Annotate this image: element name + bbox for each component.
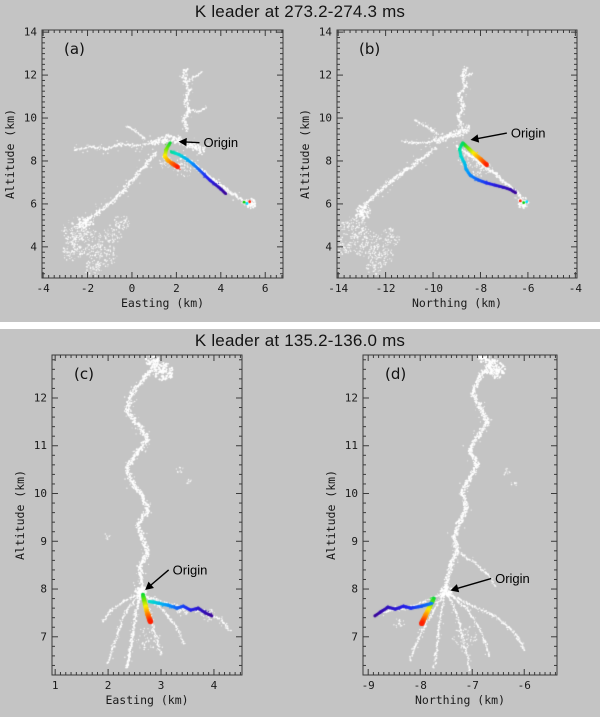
y-tick-label: 12 [319, 69, 332, 82]
x-tick-label: 2 [105, 679, 112, 692]
y-tick-label: 14 [319, 26, 333, 39]
y-tick-label: 12 [345, 391, 358, 404]
y-tick-label: 6 [325, 197, 332, 210]
x-tick-label: -9 [362, 679, 375, 692]
x-tick-label: 4 [211, 679, 218, 692]
origin-arrow [474, 132, 507, 140]
origin-label: Origin [203, 135, 238, 150]
y-axis-label: Altitude (km) [13, 470, 27, 560]
panel-tag: (a) [64, 40, 85, 58]
plot-frame [51, 354, 243, 676]
origin-arrowhead [470, 134, 480, 143]
plot-frame [336, 29, 578, 279]
section-top-title: K leader at 273.2-274.3 ms [194, 2, 406, 21]
x-tick-label: -8 [474, 282, 487, 295]
section-top: -4 -2 0 2 4 6 4 6 8 10 12 14 Easting (km) Altitude (k… [0, 0, 600, 322]
y-tick-label: 4 [30, 240, 37, 253]
panel-b: -14 -12 -10 -8 -6 -4 4 6 8 10 12 14 Northing (km) Alt… [298, 26, 582, 310]
y-tick-label: 14 [24, 26, 38, 39]
axes-svg-top: -4 -2 0 2 4 6 4 6 8 10 12 14 Easting (km) Altitude (k… [3, 26, 582, 310]
origin-label: Origin [495, 571, 530, 586]
panel-d: -9 -8 -7 -6 7 8 9 10 11 12 Northing (km) Altitude (… [324, 354, 558, 707]
x-tick-label: -4 [569, 282, 583, 295]
y-tick-label: 7 [351, 630, 358, 643]
section-bottom: 1 2 3 4 7 8 9 10 11 12 Easting (km) Altitude (km) (c… [0, 329, 600, 717]
section-divider [0, 322, 600, 329]
y-tick-label: 12 [34, 391, 47, 404]
y-tick-label: 9 [351, 535, 358, 548]
x-tick-label: -6 [521, 282, 534, 295]
x-tick-label: -12 [376, 282, 396, 295]
panel-a: -4 -2 0 2 4 6 4 6 8 10 12 14 Easting (km) Altitude (k… [3, 26, 284, 310]
panel-tag: (c) [74, 365, 94, 383]
y-tick-label: 4 [325, 240, 332, 253]
x-tick-label: -4 [36, 282, 50, 295]
y-tick-label: 10 [24, 112, 37, 125]
x-tick-label: -7 [466, 679, 479, 692]
scatter-canvas-top [0, 0, 600, 322]
y-tick-label: 8 [30, 154, 37, 167]
y-axis-label: Altitude (km) [298, 109, 312, 199]
origin-arrowhead [145, 581, 154, 590]
bottom-margin [0, 717, 600, 720]
origin-arrow [147, 569, 170, 588]
origin-arrowhead [450, 584, 460, 593]
y-tick-label: 8 [351, 583, 358, 596]
y-tick-label: 9 [40, 535, 47, 548]
x-tick-label: -8 [414, 679, 427, 692]
y-tick-label: 6 [30, 197, 37, 210]
y-axis-label: Altitude (km) [324, 470, 338, 560]
x-tick-label: 4 [217, 282, 224, 295]
x-tick-label: 0 [129, 282, 136, 295]
x-tick-label: -6 [518, 679, 531, 692]
x-tick-label: 1 [52, 679, 59, 692]
x-tick-label: -2 [81, 282, 94, 295]
section-bottom-title: K leader at 135.2-136.0 ms [194, 331, 406, 350]
origin-label: Origin [511, 126, 546, 141]
y-tick-label: 11 [345, 439, 358, 452]
scatter-canvas-bottom [0, 329, 600, 717]
origin-arrow [454, 577, 492, 591]
origin-arrowhead [178, 137, 187, 147]
x-tick-label: 6 [262, 282, 269, 295]
y-tick-label: 10 [319, 112, 332, 125]
y-tick-label: 8 [325, 154, 332, 167]
y-tick-label: 7 [40, 630, 47, 643]
panel-tag: (d) [385, 365, 406, 383]
y-tick-label: 12 [24, 69, 37, 82]
x-tick-label: 3 [158, 679, 165, 692]
x-axis-label: Northing (km) [412, 296, 502, 310]
plot-frame [362, 354, 558, 676]
panels-group: -4 -2 0 2 4 6 4 6 8 10 12 14 Easting (km) Altitude (k… [3, 26, 582, 310]
y-axis-label: Altitude (km) [3, 109, 17, 199]
x-tick-label: -14 [328, 282, 348, 295]
panel-tag: (b) [359, 40, 380, 58]
plot-frame [41, 29, 284, 279]
x-axis-label: Easting (km) [105, 693, 188, 707]
x-axis-label: Northing (km) [415, 693, 505, 707]
x-axis-label: Easting (km) [121, 296, 204, 310]
y-tick-label: 10 [34, 487, 47, 500]
y-tick-label: 11 [34, 439, 47, 452]
y-tick-label: 10 [345, 487, 358, 500]
x-tick-label: 2 [173, 282, 180, 295]
origin-label: Origin [173, 562, 208, 577]
x-tick-label: -10 [423, 282, 443, 295]
y-tick-label: 8 [40, 583, 47, 596]
